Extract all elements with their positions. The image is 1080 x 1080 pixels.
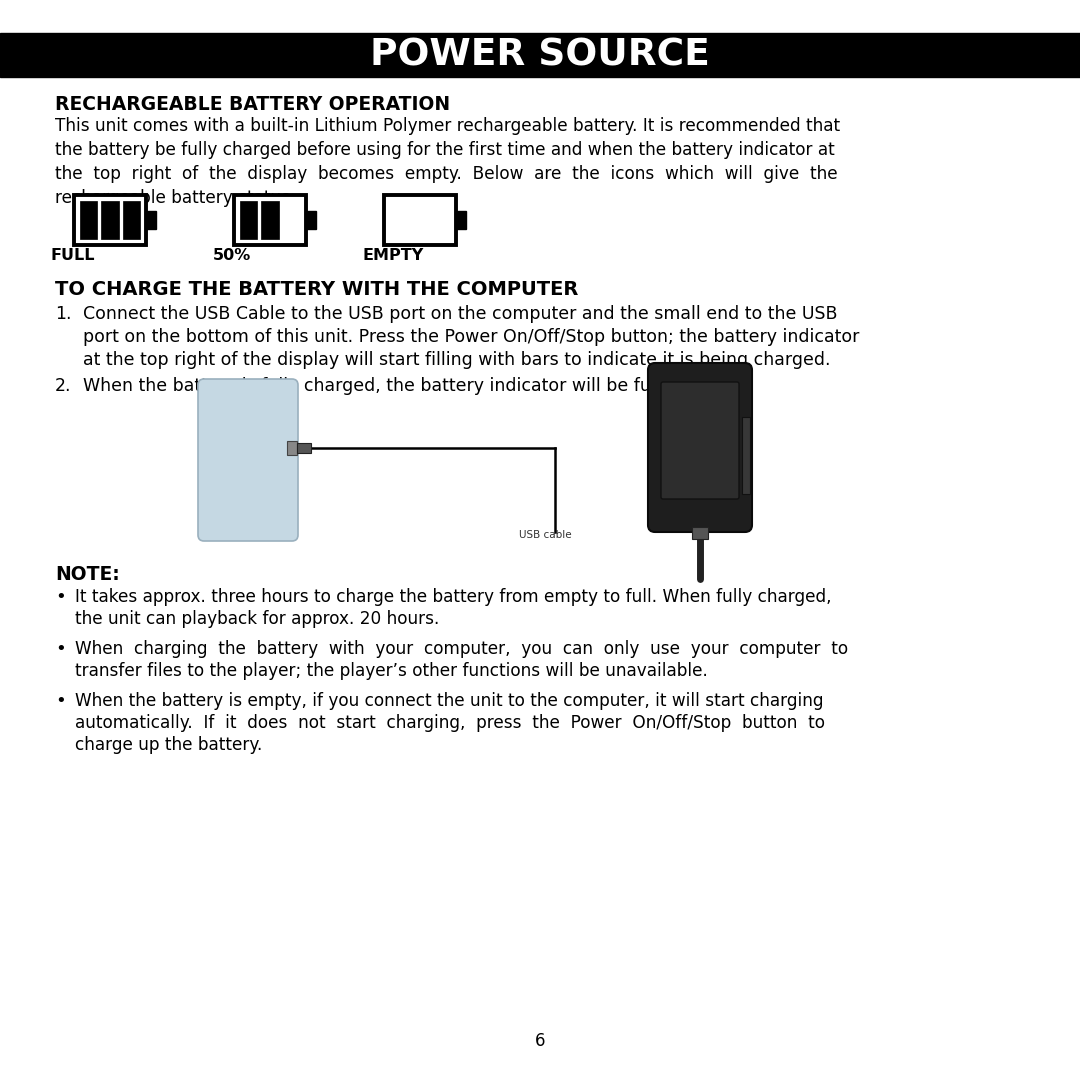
Text: the battery be fully charged before using for the first time and when the batter: the battery be fully charged before usin… <box>55 141 835 159</box>
Bar <box>287 441 297 455</box>
Bar <box>297 443 311 453</box>
Text: When  charging  the  battery  with  your  computer,  you  can  only  use  your  : When charging the battery with your comp… <box>75 640 848 658</box>
Text: the  top  right  of  the  display  becomes  empty.  Below  are  the  icons  whic: the top right of the display becomes emp… <box>55 165 838 183</box>
Text: EMPTY: EMPTY <box>363 248 424 264</box>
Bar <box>75 195 146 245</box>
Text: 50%: 50% <box>213 248 252 264</box>
Bar <box>692 527 708 539</box>
Text: It takes approx. three hours to charge the battery from empty to full. When full: It takes approx. three hours to charge t… <box>75 588 832 606</box>
Text: When the battery is empty, if you connect the unit to the computer, it will star: When the battery is empty, if you connec… <box>75 692 824 710</box>
Bar <box>456 211 465 229</box>
FancyBboxPatch shape <box>661 382 739 499</box>
Text: 6: 6 <box>535 1032 545 1050</box>
Text: USB cable: USB cable <box>518 530 571 540</box>
Text: automatically.  If  it  does  not  start  charging,  press  the  Power  On/Off/S: automatically. If it does not start char… <box>75 714 825 732</box>
Text: •: • <box>55 692 66 710</box>
Bar <box>384 195 456 245</box>
FancyBboxPatch shape <box>648 363 752 532</box>
Text: USB jack: USB jack <box>657 502 690 512</box>
Text: NOTE:: NOTE: <box>55 565 120 584</box>
Bar <box>0 33 1080 77</box>
Text: port on the bottom of this unit. Press the Power On/Off/Stop button; the battery: port on the bottom of this unit. Press t… <box>83 328 860 346</box>
Text: 1.: 1. <box>55 305 71 323</box>
Bar <box>123 201 140 239</box>
Text: POWER SOURCE: POWER SOURCE <box>370 37 710 73</box>
Text: transfer files to the player; the player’s other functions will be unavailable.: transfer files to the player; the player… <box>75 662 707 680</box>
Text: 2.: 2. <box>55 377 71 395</box>
Text: When the battery is fully charged, the battery indicator will be full.: When the battery is fully charged, the b… <box>83 377 666 395</box>
Bar <box>240 201 257 239</box>
Text: Connect the USB Cable to the USB port on the computer and the small end to the U: Connect the USB Cable to the USB port on… <box>83 305 837 323</box>
FancyBboxPatch shape <box>198 379 298 541</box>
Text: RECHARGEABLE BATTERY OPERATION: RECHARGEABLE BATTERY OPERATION <box>55 95 450 114</box>
Text: •: • <box>55 588 66 606</box>
Text: FULL: FULL <box>50 248 95 264</box>
Text: •: • <box>55 640 66 658</box>
Text: at the top right of the display will start filling with bars to indicate it is b: at the top right of the display will sta… <box>83 351 831 369</box>
Bar <box>742 417 750 494</box>
Bar <box>80 201 97 239</box>
Text: rechargeable battery status:: rechargeable battery status: <box>55 189 296 207</box>
Text: Computer: Computer <box>224 511 272 521</box>
Bar <box>234 195 306 245</box>
Text: the unit can playback for approx. 20 hours.: the unit can playback for approx. 20 hou… <box>75 610 440 627</box>
Bar <box>146 211 156 229</box>
Bar <box>306 211 316 229</box>
Text: charge up the battery.: charge up the battery. <box>75 735 262 754</box>
Text: This unit comes with a built-in Lithium Polymer rechargeable battery. It is reco: This unit comes with a built-in Lithium … <box>55 117 840 135</box>
Bar <box>261 201 279 239</box>
Bar <box>102 201 119 239</box>
Text: TO CHARGE THE BATTERY WITH THE COMPUTER: TO CHARGE THE BATTERY WITH THE COMPUTER <box>55 280 579 299</box>
